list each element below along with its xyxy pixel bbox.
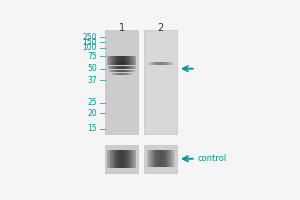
- Text: 250: 250: [82, 33, 97, 42]
- Text: 150: 150: [82, 38, 97, 47]
- Text: 25: 25: [87, 98, 97, 107]
- Bar: [145, 30, 177, 134]
- Text: 1: 1: [118, 23, 125, 33]
- Text: 100: 100: [82, 43, 97, 52]
- Bar: [105, 30, 138, 134]
- Text: 15: 15: [87, 124, 97, 133]
- Text: 2: 2: [158, 23, 164, 33]
- Text: control: control: [198, 154, 227, 163]
- Text: 37: 37: [87, 76, 97, 85]
- Text: 20: 20: [87, 109, 97, 118]
- Text: 75: 75: [87, 52, 97, 61]
- Bar: [105, 145, 138, 173]
- Bar: [145, 145, 177, 173]
- Text: 50: 50: [87, 64, 97, 73]
